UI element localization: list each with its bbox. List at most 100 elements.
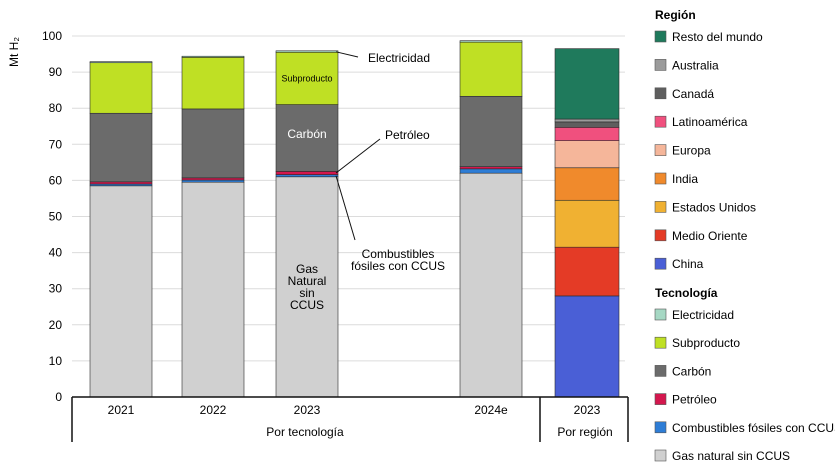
x-tick-label: 2023 — [294, 403, 321, 417]
leader-petroleo — [335, 138, 381, 174]
legend: Región Resto del mundo Australia Canadá Lati… — [654, 8, 835, 463]
legend-swatch — [654, 257, 667, 270]
legend-item: Europa — [672, 144, 711, 158]
legend-item: Estados Unidos — [672, 200, 756, 214]
x-tick-label: 2021 — [108, 403, 135, 417]
y-tick-label: 30 — [49, 282, 63, 296]
bar-segment — [181, 108, 245, 179]
bar-segment — [459, 168, 523, 174]
region-bar-segment — [554, 246, 620, 297]
legend-item: Resto del mundo — [672, 30, 763, 44]
legend-swatch — [654, 229, 667, 242]
legend-swatch — [654, 308, 667, 321]
legend-swatch — [654, 201, 667, 213]
y-tick-label: 70 — [49, 137, 63, 151]
legend-swatch — [654, 449, 667, 462]
legend-title-region: Región — [655, 8, 696, 22]
legend-swatch — [654, 172, 667, 185]
bar-segment — [181, 181, 245, 398]
annotation-electricidad: Electricidad — [368, 51, 430, 65]
bar-segment — [181, 56, 245, 110]
legend-item: Medio Oriente — [672, 229, 748, 243]
y-tick-label: 0 — [55, 390, 62, 404]
bar-segment — [89, 185, 153, 398]
bar-segment — [275, 50, 339, 53]
bar-segment — [459, 172, 523, 398]
region-bar-segment — [554, 167, 620, 201]
y-axis-label: Mt H₂ — [7, 37, 21, 67]
annotation-gas: sin — [299, 286, 314, 300]
y-tick-label: 50 — [49, 210, 63, 224]
bar-segment — [89, 62, 153, 114]
legend-swatch — [654, 30, 667, 43]
y-tick-label: 90 — [49, 65, 63, 79]
bar-segment — [459, 95, 523, 167]
legend-item: Subproducto — [672, 336, 740, 350]
x-axis: 2021 2022 2023 2024e 2023 Por tecnología Por r… — [71, 396, 629, 442]
region-bar-segment — [554, 140, 620, 169]
legend-item: Petróleo — [672, 393, 717, 407]
legend-title-technology: Tecnología — [655, 286, 718, 300]
x-tick-label: 2022 — [200, 403, 227, 417]
legend-swatch — [654, 144, 667, 156]
legend-swatch — [654, 336, 667, 349]
x-tick-label: 2023 — [574, 403, 601, 417]
legend-item: Australia — [672, 58, 719, 72]
bar-segment — [89, 112, 153, 183]
bar-segment — [459, 41, 523, 97]
legend-item: Carbón — [672, 364, 711, 378]
bar-segment — [181, 55, 245, 58]
annotation-ccus: Combustibles — [362, 247, 435, 261]
annotation-gas: Gas — [296, 262, 318, 276]
annotation-subproducto: Subproducto — [281, 73, 332, 83]
annotation-petroleo: Petróleo — [385, 128, 430, 142]
bar-segment — [275, 174, 339, 178]
legend-item: Canadá — [672, 87, 714, 101]
bar-segment — [181, 177, 245, 181]
bar-segment — [89, 181, 153, 185]
region-bar-segment — [554, 199, 620, 248]
legend-item: Electricidad — [672, 308, 734, 322]
y-tick-label: 60 — [49, 173, 63, 187]
region-bar-segment — [554, 127, 620, 141]
y-tick-label: 40 — [49, 246, 63, 260]
region-bar-segment — [554, 121, 620, 128]
y-tick-label: 80 — [49, 101, 63, 115]
y-axis-ticks: 0 10 20 30 40 50 60 70 80 90 100 — [42, 29, 62, 404]
bar-segment — [459, 40, 523, 43]
annotation-ccus: fósiles con CCUS — [351, 259, 445, 273]
legend-swatch — [654, 365, 667, 377]
bar-segment — [89, 61, 153, 64]
legend-item: China — [672, 257, 704, 271]
annotation-gas: Natural — [288, 274, 327, 288]
leader-electricidad — [335, 51, 359, 58]
y-tick-label: 100 — [42, 29, 62, 43]
legend-item: Gas natural sin CCUS — [672, 449, 790, 463]
leader-ccus — [335, 175, 356, 241]
bar-segment — [459, 166, 523, 170]
group-label: Por tecnología — [266, 425, 344, 439]
bar-segment — [275, 171, 339, 175]
bar-segment — [275, 176, 339, 398]
bars — [89, 40, 620, 398]
x-tick-label: 2024e — [474, 403, 508, 417]
bar-segment — [275, 51, 339, 105]
legend-item: Latinoamérica — [672, 115, 748, 129]
y-tick-label: 10 — [49, 354, 63, 368]
legend-item: India — [672, 172, 698, 186]
region-bar-segment — [554, 118, 620, 123]
group-label: Por región — [557, 425, 612, 439]
annotation-gas: CCUS — [290, 298, 324, 312]
legend-swatch — [654, 115, 667, 128]
legend-swatch — [654, 393, 667, 405]
annotation-carbon: Carbón — [287, 127, 326, 141]
legend-item: Combustibles fósiles con CCUS — [672, 421, 835, 435]
legend-swatch — [654, 59, 667, 71]
y-tick-label: 20 — [49, 318, 63, 332]
legend-swatch — [654, 87, 667, 100]
bar-segment — [181, 179, 245, 183]
region-bar-segment — [554, 295, 620, 398]
region-bar-segment — [554, 48, 620, 120]
